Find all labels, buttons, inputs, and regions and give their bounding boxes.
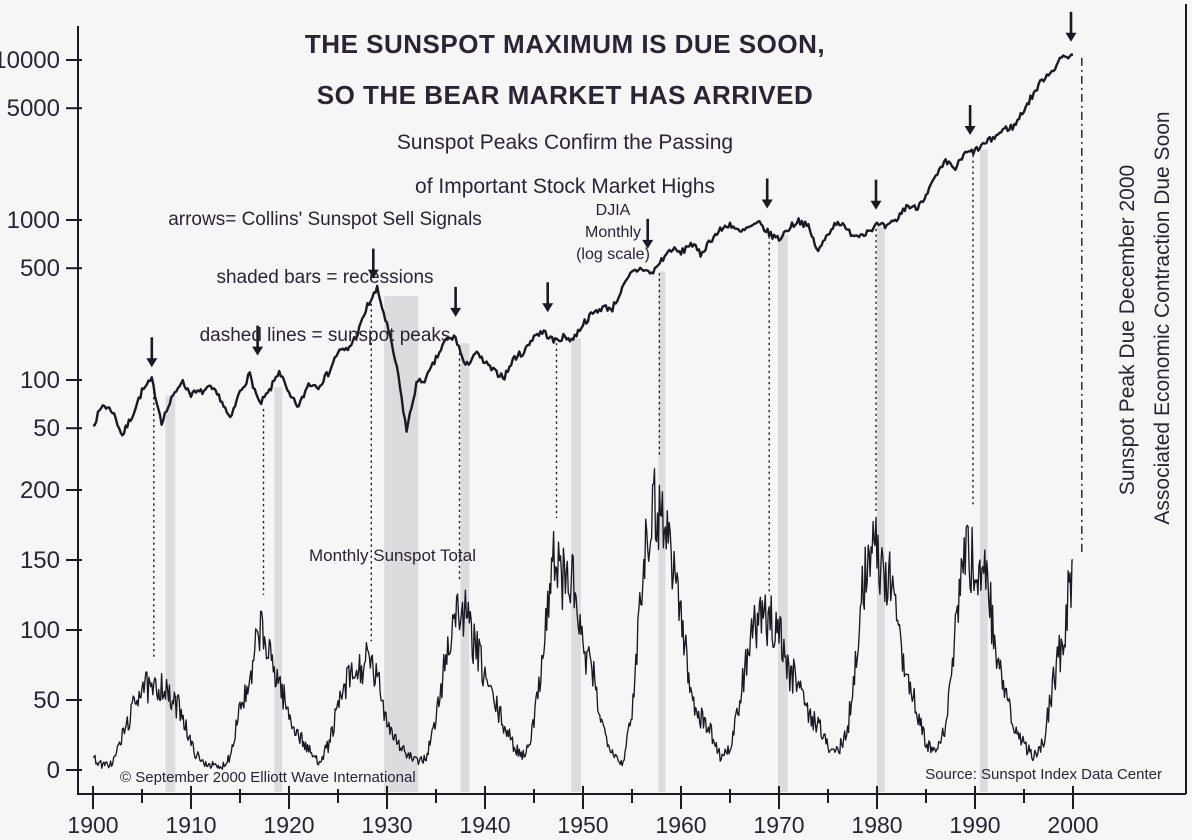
sell-signal-arrow-head — [1065, 32, 1077, 42]
recession-band — [460, 343, 470, 792]
y-tick-label: 10000 — [0, 47, 60, 74]
sunspot-series-label: Monthly Sunspot Total — [309, 546, 476, 565]
sell-signal-arrow-head — [146, 358, 158, 368]
y-tick-label: 100 — [20, 617, 60, 644]
x-tick-label: 1900 — [67, 812, 118, 838]
y-tick-label: 0 — [47, 757, 60, 784]
x-tick-label: 1950 — [557, 812, 608, 838]
y-tick-label: 100 — [20, 367, 60, 394]
sell-signal-arrow-head — [542, 303, 554, 313]
y-tick-label: 200 — [20, 477, 60, 504]
legend-shaded-bars: shaded bars = recessions — [216, 267, 434, 288]
recession-band — [979, 149, 988, 792]
recession-band — [384, 296, 419, 792]
economic-contraction-label: Associated Economic Contraction Due Soon — [1151, 111, 1174, 525]
djia-series-label: DJIA Monthly (log scale) — [576, 202, 650, 263]
chart-subtitle-line2: of Important Stock Market Highs — [415, 175, 715, 198]
y-tick-label: 1000 — [7, 207, 60, 234]
title-block: THE SUNSPOT MAXIMUM IS DUE SOON, SO THE … — [285, 10, 845, 218]
recession-band — [658, 271, 666, 792]
djia-series-line — [92, 53, 1074, 437]
copyright-text: © September 2000 Elliott Wave Internatio… — [120, 769, 416, 786]
recession-band — [778, 234, 788, 793]
x-tick-label: 1940 — [459, 812, 510, 838]
recession-band — [877, 226, 885, 792]
x-tick-label: 2000 — [1047, 812, 1098, 838]
sell-signal-arrow-head — [367, 269, 379, 279]
sell-signal-arrow-head — [964, 126, 976, 135]
x-tick-label: 1990 — [949, 812, 1000, 838]
x-tick-label: 1960 — [655, 812, 706, 838]
source-text: Source: Sunspot Index Data Center — [925, 766, 1162, 783]
legend-block: arrows= Collins' Sunspot Sell Signals sh… — [140, 176, 510, 379]
sell-signal-arrow-head — [870, 200, 882, 210]
y-tick-label: 500 — [20, 255, 60, 282]
x-tick-label: 1970 — [753, 812, 804, 838]
sell-signal-arrow-head — [450, 307, 462, 317]
sunspot-peak-due-label: Sunspot Peak Due December 2000 — [1116, 164, 1139, 496]
chart-subtitle-line1: Sunspot Peaks Confirm the Passing — [396, 131, 734, 154]
sell-signal-arrow-head — [642, 239, 654, 249]
sell-signal-arrow-head — [761, 199, 773, 209]
x-tick-label: 1980 — [851, 812, 902, 838]
y-tick-label: 5000 — [7, 95, 60, 122]
sunspot-series-line — [92, 468, 1074, 770]
chart-title-line2: SO THE BEAR MARKET HAS ARRIVED — [316, 80, 814, 110]
recession-band — [165, 395, 176, 792]
y-tick-label: 50 — [33, 415, 60, 442]
chart-title-line1: THE SUNSPOT MAXIMUM IS DUE SOON, — [304, 29, 826, 59]
legend-dashed-lines: dashed lines = sunspot peaks — [199, 325, 451, 346]
legend-arrows: arrows= Collins' Sunspot Sell Signals — [168, 209, 482, 230]
recession-band — [274, 387, 283, 792]
y-tick-label: 150 — [20, 547, 60, 574]
x-tick-label: 1910 — [165, 812, 216, 838]
x-tick-label: 1920 — [263, 812, 314, 838]
x-tick-label: 1930 — [361, 812, 412, 838]
sell-signal-arrow-head — [252, 346, 264, 356]
y-tick-label: 50 — [33, 687, 60, 714]
recession-band — [571, 338, 581, 792]
